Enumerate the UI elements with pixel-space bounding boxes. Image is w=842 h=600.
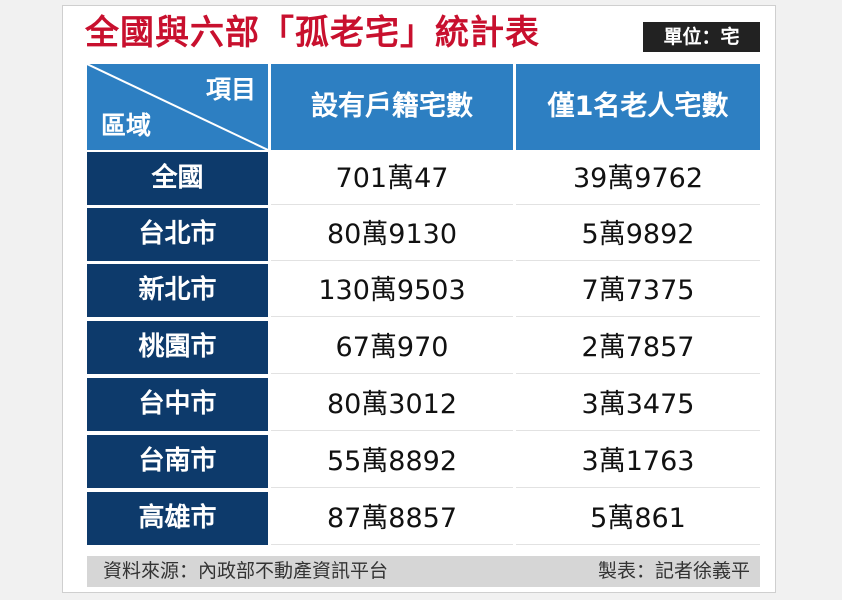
households-value: 87萬8857 bbox=[271, 492, 513, 545]
households-value: 701萬47 bbox=[271, 152, 513, 205]
elderly-alone-value: 39萬9762 bbox=[516, 152, 760, 205]
households-value: 130萬9503 bbox=[271, 264, 513, 317]
region-name: 桃園市 bbox=[87, 321, 268, 374]
region-name: 高雄市 bbox=[87, 492, 268, 545]
elderly-alone-value: 3萬1763 bbox=[516, 435, 760, 488]
source-footer: 資料來源：內政部不動產資訊平台 製表：記者徐義平 bbox=[87, 556, 760, 587]
data-source: 資料來源：內政部不動產資訊平台 bbox=[103, 560, 389, 582]
table-maker: 製表：記者徐義平 bbox=[597, 560, 750, 582]
households-value: 55萬8892 bbox=[271, 435, 513, 488]
elderly-alone-value: 5萬9892 bbox=[516, 208, 760, 261]
header-region-label: 區域 bbox=[101, 111, 152, 140]
households-value: 67萬970 bbox=[271, 321, 513, 374]
page-title: 全國與六部「孤老宅」統計表 bbox=[85, 13, 540, 53]
header-elderly-alone: 僅1名老人宅數 bbox=[516, 64, 760, 150]
elderly-alone-value: 3萬3475 bbox=[516, 378, 760, 431]
region-name: 新北市 bbox=[87, 264, 268, 317]
region-name: 全國 bbox=[87, 152, 268, 205]
elderly-alone-value: 5萬861 bbox=[516, 492, 760, 545]
header-item-label: 項目 bbox=[205, 75, 256, 104]
header-corner-cell: 項目 區域 bbox=[87, 64, 268, 150]
elderly-alone-value: 7萬7375 bbox=[516, 264, 760, 317]
region-name: 台中市 bbox=[87, 378, 268, 431]
unit-badge: 單位：宅 bbox=[643, 22, 760, 52]
households-value: 80萬3012 bbox=[271, 378, 513, 431]
elderly-alone-value: 2萬7857 bbox=[516, 321, 760, 374]
households-value: 80萬9130 bbox=[271, 208, 513, 261]
region-name: 台南市 bbox=[87, 435, 268, 488]
header-households: 設有戶籍宅數 bbox=[271, 64, 513, 150]
region-name: 台北市 bbox=[87, 208, 268, 261]
diagonal-divider bbox=[87, 64, 268, 150]
